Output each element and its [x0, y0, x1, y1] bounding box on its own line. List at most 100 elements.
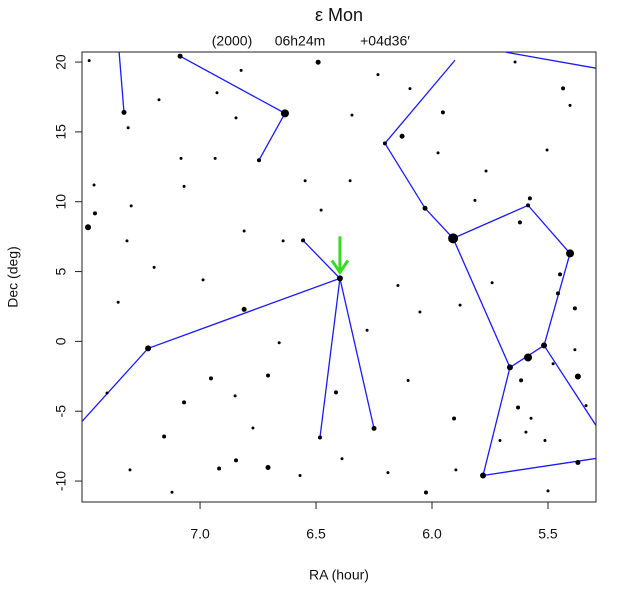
target-arrow	[330, 236, 350, 276]
star	[574, 373, 581, 380]
star	[376, 73, 380, 77]
x-tick-label: 6.0	[422, 526, 442, 542]
plot-frame	[81, 51, 597, 503]
star	[239, 68, 243, 72]
star	[452, 416, 457, 421]
star	[145, 345, 152, 352]
constellation-line	[82, 239, 342, 422]
star	[233, 394, 237, 398]
star	[529, 416, 533, 420]
star	[524, 353, 533, 362]
star	[170, 490, 174, 494]
x-axis-label: RA (hour)	[309, 567, 369, 583]
star	[519, 378, 524, 383]
star	[298, 473, 302, 477]
star	[277, 341, 281, 345]
star	[152, 265, 156, 269]
star	[568, 103, 572, 107]
star	[208, 376, 213, 381]
star	[458, 303, 462, 307]
star	[566, 249, 575, 258]
star	[92, 211, 97, 216]
star	[182, 400, 187, 405]
star	[524, 430, 528, 434]
star	[440, 110, 445, 115]
star	[201, 278, 205, 282]
star	[315, 59, 321, 65]
plot-area	[82, 52, 596, 495]
star	[162, 434, 167, 439]
star	[484, 169, 488, 173]
star	[336, 275, 343, 282]
star	[215, 91, 219, 95]
star	[386, 471, 390, 475]
star	[317, 435, 322, 440]
x-tick-label: 5.5	[538, 526, 558, 542]
star	[526, 203, 531, 208]
star	[418, 310, 422, 314]
epoch: (2000)	[212, 33, 252, 49]
y-tick-label: 15	[53, 124, 69, 140]
star	[125, 239, 129, 243]
constellation-line	[319, 278, 341, 438]
star	[551, 362, 555, 366]
star	[423, 490, 428, 495]
star	[448, 233, 459, 244]
star	[177, 53, 183, 59]
star	[234, 116, 238, 120]
star	[251, 426, 255, 430]
star	[157, 98, 161, 102]
star	[408, 87, 412, 91]
star	[256, 158, 261, 163]
star	[128, 468, 132, 472]
star	[422, 205, 428, 211]
y-tick-label: 5	[53, 267, 69, 275]
star	[399, 133, 405, 139]
constellation-line	[118, 52, 125, 113]
y-tick-label: 10	[53, 194, 69, 210]
star	[396, 284, 400, 288]
y-tick-label: -10	[53, 471, 69, 491]
star	[121, 109, 127, 115]
star	[371, 425, 377, 431]
constellation-line	[339, 278, 375, 429]
star	[126, 126, 130, 130]
star	[303, 179, 307, 183]
star	[105, 391, 109, 395]
center-dec: +04d36′	[360, 33, 410, 49]
star	[406, 378, 410, 382]
y-tick-label: -5	[53, 405, 69, 418]
star	[517, 220, 522, 225]
star	[513, 60, 517, 64]
x-tick-label: 7.0	[190, 526, 210, 542]
star	[498, 439, 502, 443]
star	[575, 459, 581, 465]
star	[265, 465, 271, 471]
y-tick-label: 20	[53, 54, 69, 70]
star	[527, 196, 532, 201]
star	[506, 364, 513, 371]
star	[340, 457, 344, 461]
arrow-head	[330, 259, 350, 276]
star	[365, 328, 369, 332]
y-axis-label: Dec (deg)	[5, 246, 21, 307]
star	[561, 86, 566, 91]
star	[545, 148, 549, 152]
star	[179, 156, 183, 160]
star	[348, 179, 352, 183]
star	[319, 208, 323, 212]
star	[558, 272, 563, 277]
x-tick-label: 6.5	[306, 526, 326, 542]
star	[382, 141, 387, 146]
star	[87, 59, 91, 63]
star	[555, 291, 560, 296]
star	[436, 151, 440, 155]
star	[473, 198, 477, 202]
star	[516, 405, 521, 410]
star	[213, 156, 217, 160]
center-ra: 06h24m	[275, 33, 326, 49]
constellation-line	[179, 55, 286, 161]
star	[454, 468, 458, 472]
star	[266, 373, 271, 378]
